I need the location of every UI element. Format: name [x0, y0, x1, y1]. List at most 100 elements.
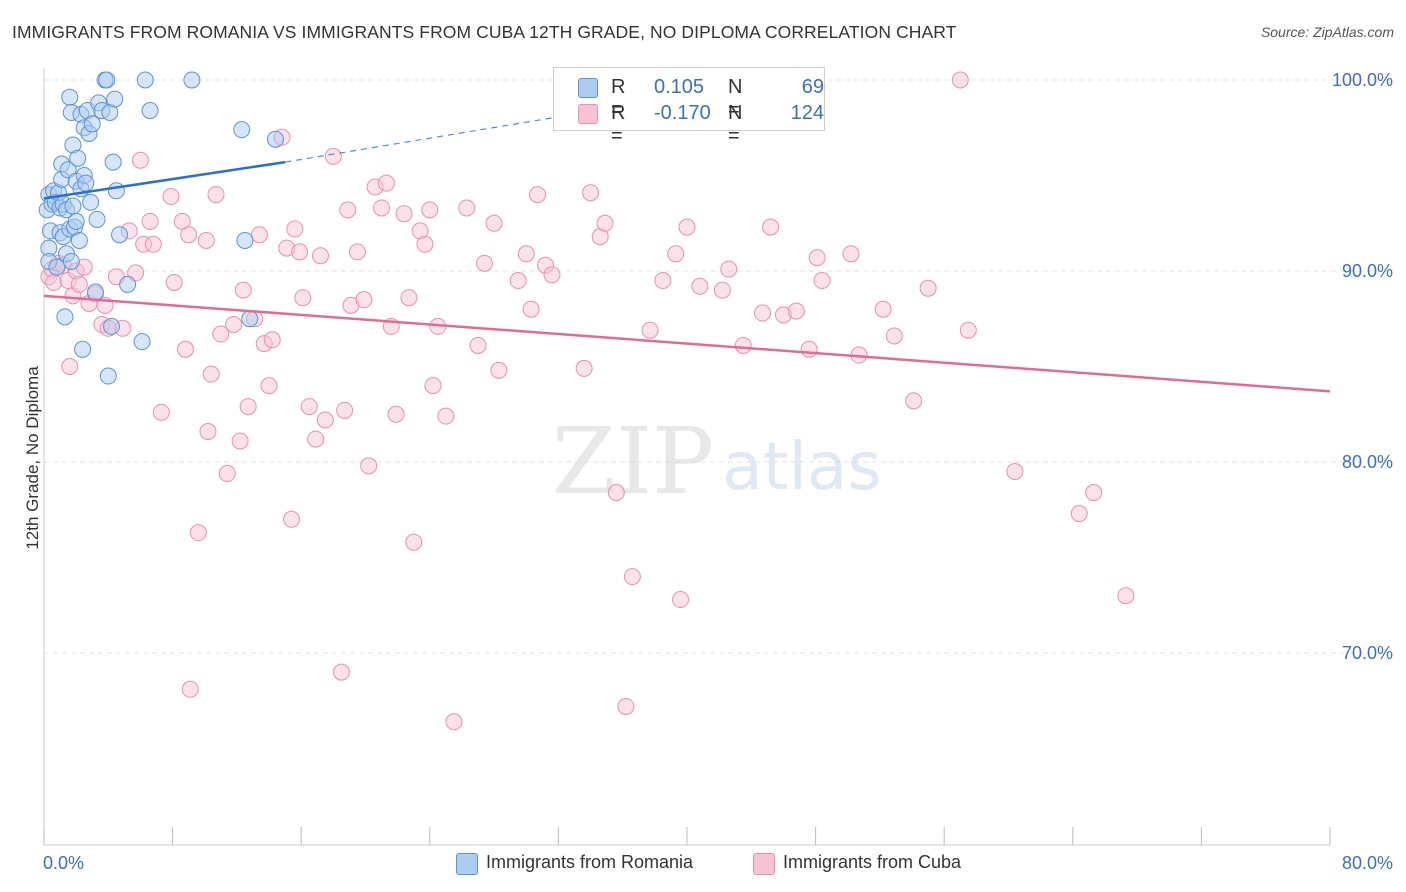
cuba-point-95 — [607, 484, 625, 502]
cuba-point-9 — [70, 275, 88, 293]
cuba-point-49 — [283, 510, 301, 528]
cuba-point-88 — [529, 186, 547, 204]
romania-point-54 — [119, 275, 137, 293]
y-tick-label-80: 80.0% — [1342, 452, 1393, 472]
cuba-points — [40, 71, 1135, 731]
cuba-r-value: -0.170 — [654, 102, 711, 124]
gridlines — [44, 79, 1392, 654]
romania-point-16 — [56, 308, 74, 326]
cuba-point-54 — [307, 430, 325, 448]
cuba-point-51 — [291, 243, 309, 261]
cuba-point-100 — [667, 245, 685, 263]
romania-point-39 — [82, 193, 100, 211]
cuba-point-43 — [250, 226, 268, 244]
cuba-point-40 — [234, 281, 252, 299]
tick-labels: 70.0% 80.0% 90.0% 100.0% 0.0% 80.0% — [43, 70, 1393, 873]
romania-legend-swatch — [456, 853, 478, 875]
cuba-point-2 — [45, 273, 63, 291]
cuba-point-56 — [316, 411, 334, 429]
romania-point-28 — [67, 212, 85, 230]
romania-point-55 — [133, 333, 151, 351]
cuba-point-24 — [152, 403, 170, 421]
romania-point-29 — [69, 149, 87, 167]
cuba-point-102 — [678, 218, 696, 236]
cuba-point-57 — [324, 147, 342, 165]
cuba-point-58 — [332, 663, 350, 681]
cuba-point-107 — [754, 304, 772, 322]
cuba-point-62 — [348, 243, 366, 261]
cuba-point-81 — [469, 336, 487, 354]
y-axis-title: 12th Grade, No Diploma — [23, 366, 42, 550]
cuba-point-120 — [951, 71, 969, 89]
cuba-point-113 — [813, 272, 831, 290]
cuba-n-value: 124 — [790, 102, 824, 124]
cuba-swatch — [578, 104, 598, 124]
romania-point-53 — [111, 226, 129, 244]
cuba-point-92 — [582, 184, 600, 202]
cuba-point-121 — [959, 321, 977, 339]
cuba-point-6 — [61, 358, 79, 375]
cuba-point-96 — [617, 697, 635, 715]
cuba-point-46 — [263, 331, 281, 349]
cuba-point-70 — [395, 205, 413, 223]
watermark-zip: ZIP — [552, 408, 714, 515]
cuba-legend-label: Immigrants from Cuba — [783, 852, 962, 872]
cuba-point-110 — [787, 302, 805, 320]
cuba-point-20 — [131, 151, 149, 169]
romania-point-24 — [64, 197, 82, 215]
cuba-point-69 — [387, 405, 405, 423]
cuba-point-108 — [762, 218, 780, 236]
cuba-point-25 — [162, 188, 180, 206]
cuba-point-36 — [212, 325, 230, 343]
romania-point-8 — [48, 258, 66, 276]
romania-point-49 — [103, 317, 121, 335]
cuba-point-66 — [373, 199, 391, 217]
cuba-point-52 — [294, 289, 312, 307]
cuba-r-label: R = — [611, 102, 626, 147]
romania-point-51 — [106, 90, 124, 108]
cuba-point-64 — [360, 457, 378, 475]
watermark-atlas: atlas — [722, 428, 882, 505]
cuba-n-label: N = — [728, 102, 743, 147]
romania-trend-line — [43, 160, 286, 200]
cuba-point-82 — [475, 254, 493, 272]
cuba-point-26 — [165, 273, 183, 291]
cuba-point-38 — [225, 315, 243, 333]
cuba-point-87 — [522, 300, 540, 318]
cuba-point-55 — [311, 247, 329, 265]
cuba-point-31 — [189, 524, 207, 542]
cuba-point-63 — [355, 291, 373, 309]
romania-n-label: N = — [728, 76, 743, 121]
cuba-point-76 — [424, 377, 442, 395]
cuba-point-74 — [416, 235, 434, 253]
cuba-point-106 — [734, 336, 752, 354]
romania-point-50 — [104, 153, 122, 171]
cuba-point-114 — [842, 245, 860, 263]
y-tick-label-100: 100.0% — [1332, 70, 1393, 90]
cuba-point-41 — [239, 398, 257, 416]
romania-point-57 — [141, 102, 159, 120]
romania-point-40 — [83, 115, 101, 133]
romania-point-52 — [107, 182, 125, 200]
cuba-point-50 — [286, 220, 304, 238]
romania-point-58 — [183, 71, 201, 89]
cuba-point-101 — [672, 591, 690, 609]
cuba-point-45 — [260, 377, 278, 395]
cuba-point-117 — [885, 327, 903, 345]
romania-point-62 — [266, 130, 284, 148]
cuba-point-112 — [808, 249, 826, 267]
cuba-point-33 — [199, 422, 217, 440]
romania-point-30 — [70, 231, 88, 249]
cuba-point-67 — [377, 174, 395, 192]
cuba-point-34 — [202, 365, 220, 383]
cuba-point-98 — [641, 321, 659, 339]
cuba-point-32 — [197, 231, 215, 249]
romania-point-47 — [99, 367, 117, 385]
source-label: Source: ZipAtlas.com — [1260, 24, 1394, 40]
cuba-point-91 — [575, 359, 593, 377]
romania-swatch — [578, 78, 598, 98]
cuba-point-103 — [691, 277, 709, 295]
cuba-trend-line — [43, 294, 1331, 393]
cuba-point-79 — [445, 713, 463, 731]
